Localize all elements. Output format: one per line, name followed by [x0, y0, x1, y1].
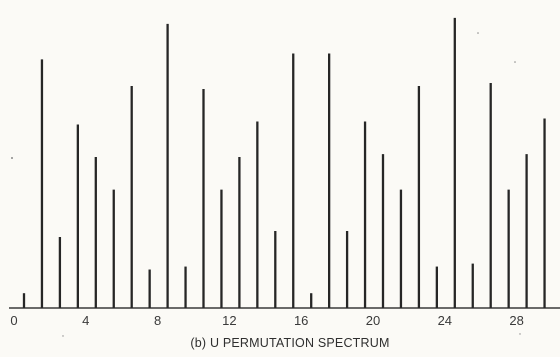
x-tick-28: 28 — [509, 313, 523, 328]
x-tick-16: 16 — [294, 313, 308, 328]
x-tick-labels: 0 4 8 12 16 20 24 28 — [10, 313, 523, 328]
x-tick-24: 24 — [438, 313, 452, 328]
x-tick-20: 20 — [366, 313, 380, 328]
x-tick-8: 8 — [154, 313, 161, 328]
x-tick-0: 0 — [10, 313, 17, 328]
x-tick-4: 4 — [82, 313, 89, 328]
x-tick-12: 12 — [222, 313, 236, 328]
scan-specks — [11, 32, 521, 337]
spike-series — [22, 17, 546, 308]
chart-caption: (b) U PERMUTATION SPECTRUM — [190, 336, 389, 350]
